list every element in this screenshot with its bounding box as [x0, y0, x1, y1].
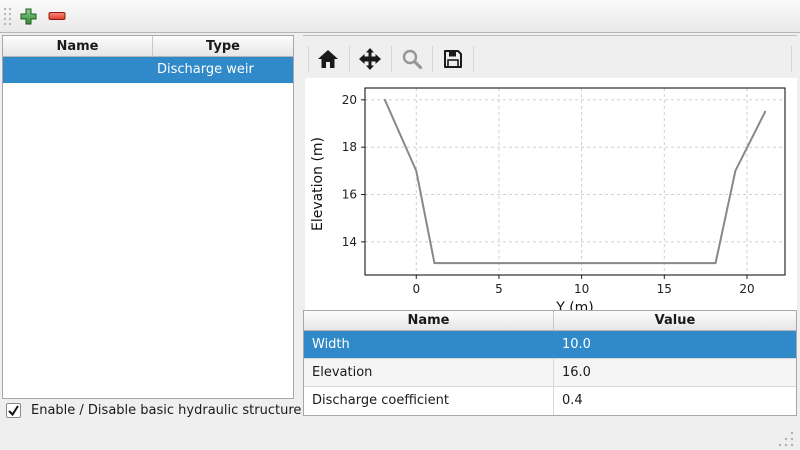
svg-text:20: 20: [342, 93, 357, 107]
column-header-name[interactable]: Name: [3, 36, 153, 56]
toolbar-separator: [791, 46, 792, 72]
property-value[interactable]: 10.0: [562, 337, 591, 352]
checkbox[interactable]: [6, 403, 21, 418]
toolbar-separator: [473, 46, 474, 72]
structures-table: Name Type Discharge weir: [2, 35, 294, 399]
property-name: Discharge coefficient: [304, 387, 554, 415]
checkbox-check-icon: [8, 405, 19, 417]
plus-icon: [20, 8, 36, 24]
home-icon: [318, 50, 338, 68]
svg-text:18: 18: [342, 140, 357, 154]
toolbar-separator: [391, 46, 392, 72]
svg-text:15: 15: [657, 282, 672, 296]
property-row-width[interactable]: Width 10.0: [304, 331, 796, 359]
svg-text:5: 5: [495, 282, 503, 296]
magnifier-zoom-icon: [402, 49, 423, 70]
resize-grip-icon[interactable]: [775, 428, 795, 448]
plot-home-button[interactable]: [316, 47, 340, 71]
y-axis-label: Elevation (m): [310, 136, 326, 232]
toolbar-drag-handle[interactable]: [3, 7, 12, 27]
plot-save-button[interactable]: [441, 47, 465, 71]
cross-section-figure[interactable]: 0 5 10 15 20 14 16 18 20: [305, 78, 797, 310]
column-header-value[interactable]: Value: [654, 313, 696, 328]
svg-text:14: 14: [342, 235, 357, 249]
checkbox-label: Enable / Disable basic hydraulic structu…: [31, 403, 302, 418]
pan-move-icon: [359, 48, 381, 70]
property-value[interactable]: 16.0: [562, 365, 591, 380]
svg-text:0: 0: [412, 282, 420, 296]
cross-section-chart[interactable]: 0 5 10 15 20 14 16 18 20: [305, 78, 797, 310]
structure-type-cell[interactable]: Discharge weir: [157, 62, 254, 77]
property-row-discharge-coefficient[interactable]: Discharge coefficient 0.4: [304, 387, 796, 415]
minus-icon: [48, 12, 66, 20]
properties-table: Name Value Width 10.0 Elevation 16.0 Dis…: [303, 310, 797, 416]
toolbar-separator: [432, 46, 433, 72]
column-header-name[interactable]: Name: [304, 311, 554, 330]
toolbar-separator: [308, 46, 309, 72]
svg-text:16: 16: [342, 188, 357, 202]
svg-text:10: 10: [574, 282, 589, 296]
property-name: Width: [312, 337, 350, 352]
right-panel-top-border: [303, 35, 797, 36]
structures-table-header: Name Type: [3, 36, 293, 57]
svg-text:20: 20: [739, 282, 754, 296]
save-floppy-icon: [444, 50, 462, 68]
properties-table-header: Name Value: [304, 311, 796, 331]
property-row-elevation[interactable]: Elevation 16.0: [304, 359, 796, 387]
structure-name-cell[interactable]: [3, 57, 153, 83]
property-name: Elevation: [304, 359, 554, 386]
property-value[interactable]: 0.4: [562, 393, 583, 408]
toolbar-separator: [349, 46, 350, 72]
plot-zoom-button[interactable]: [400, 47, 424, 71]
column-header-type[interactable]: Type: [206, 39, 240, 54]
add-structure-button[interactable]: [18, 6, 38, 26]
main-toolbar: [0, 0, 800, 33]
plot-pan-button[interactable]: [358, 47, 382, 71]
table-row-selected[interactable]: Discharge weir: [3, 57, 293, 83]
enable-structure-checkbox-row[interactable]: Enable / Disable basic hydraulic structu…: [6, 403, 301, 418]
remove-structure-button[interactable]: [47, 6, 67, 26]
